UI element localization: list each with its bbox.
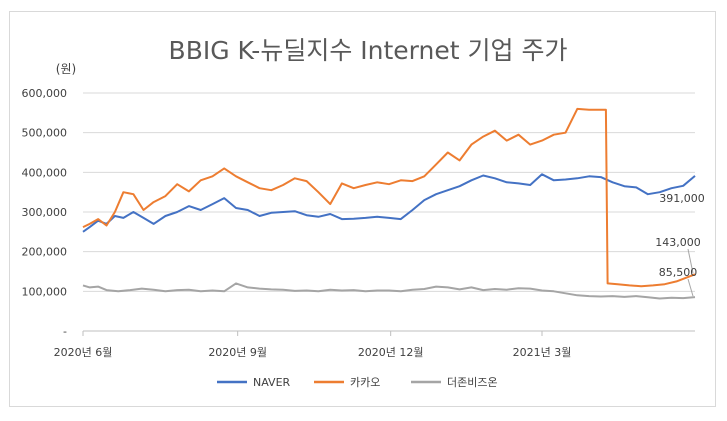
annotation-label: 85,500 — [659, 266, 698, 279]
y-tick-label: 500,000 — [22, 127, 68, 140]
x-tick-label: 2020년 12월 — [358, 346, 424, 359]
chart-title: BBIG K-뉴딜지수 Internet 기업 주가 — [169, 36, 568, 65]
annotation-leader — [687, 278, 694, 297]
y-axis-unit: (원) — [56, 62, 76, 76]
legend-label: 카카오 — [350, 376, 380, 389]
legend: NAVER 카카오 더존비즈온 — [217, 376, 498, 389]
x-tick-label: 2020년 9월 — [208, 346, 267, 359]
y-tick-label: - — [63, 325, 67, 338]
legend-label: 더존비즈온 — [447, 376, 498, 389]
y-tick-label: 600,000 — [22, 87, 68, 100]
y-tick-label: 400,000 — [22, 166, 68, 179]
y-axis-ticks: - 100,000 200,000 300,000 400,000 500,000 600,… — [22, 87, 68, 338]
series-line-1 — [82, 107, 696, 288]
annotation-leader — [687, 248, 694, 274]
x-axis-ticks: 2020년 6월 2020년 9월 2020년 12월 2021년 3월 — [54, 330, 695, 359]
x-tick-label: 2020년 6월 — [54, 346, 113, 359]
x-tick-label: 2021년 3월 — [513, 346, 572, 359]
annotation-label: 391,000 — [659, 192, 705, 205]
chart-frame — [9, 11, 716, 407]
series-line-2 — [82, 282, 696, 300]
annotation-label: 143,000 — [655, 236, 701, 249]
y-tick-label: 200,000 — [22, 246, 68, 259]
series-line-0 — [82, 173, 696, 233]
value-annotations: 391,000 143,000 85,500 — [655, 192, 705, 297]
y-tick-label: 300,000 — [22, 206, 68, 219]
y-tick-label: 100,000 — [22, 285, 68, 298]
legend-label: NAVER — [253, 376, 291, 389]
series-lines — [82, 107, 696, 300]
